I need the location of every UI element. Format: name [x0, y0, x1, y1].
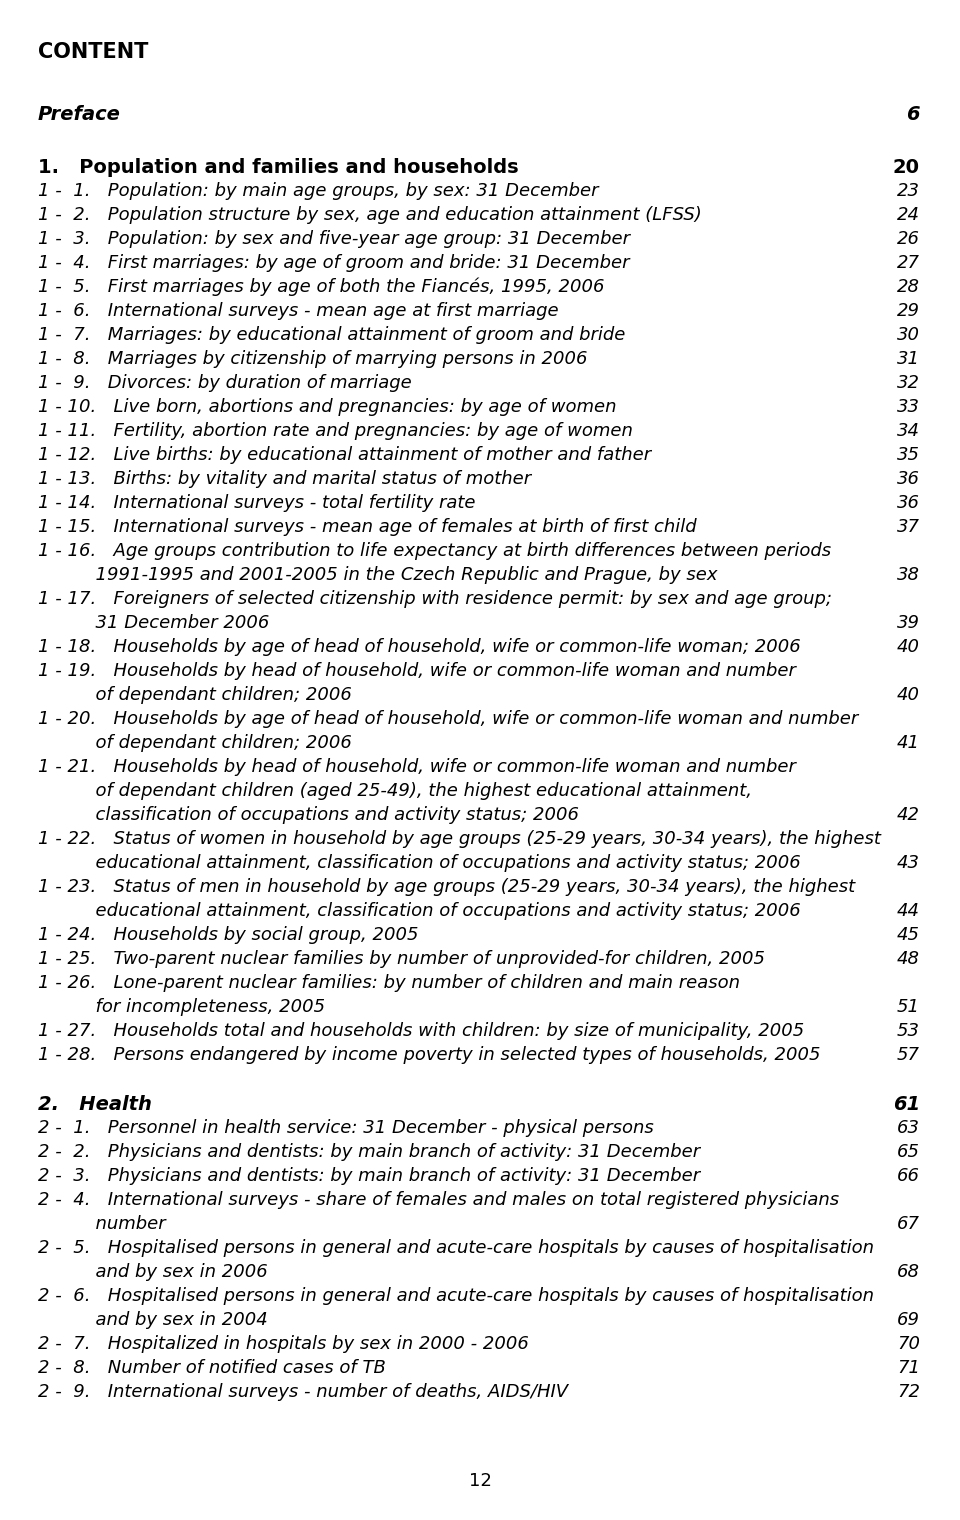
Text: 1 - 23.   Status of men in household by age groups (25-29 years, 30-34 years), t: 1 - 23. Status of men in household by ag… — [38, 877, 855, 895]
Text: 2.   Health: 2. Health — [38, 1094, 152, 1114]
Text: CONTENT: CONTENT — [38, 43, 149, 62]
Text: 1 -  5.   First marriages by age of both the Fiancés, 1995, 2006: 1 - 5. First marriages by age of both th… — [38, 278, 605, 296]
Text: 39: 39 — [897, 614, 920, 632]
Text: 23: 23 — [897, 182, 920, 199]
Text: 1 - 17.   Foreigners of selected citizenship with residence permit: by sex and a: 1 - 17. Foreigners of selected citizensh… — [38, 590, 832, 608]
Text: 1 - 20.   Households by age of head of household, wife or common-life woman and : 1 - 20. Households by age of head of hou… — [38, 710, 858, 728]
Text: 37: 37 — [897, 518, 920, 537]
Text: 42: 42 — [897, 806, 920, 824]
Text: 41: 41 — [897, 734, 920, 752]
Text: 40: 40 — [897, 638, 920, 655]
Text: 1 - 28.   Persons endangered by income poverty in selected types of households, : 1 - 28. Persons endangered by income pov… — [38, 1046, 821, 1064]
Text: 53: 53 — [897, 1021, 920, 1040]
Text: 1 - 19.   Households by head of household, wife or common-life woman and number: 1 - 19. Households by head of household,… — [38, 661, 796, 679]
Text: 1 - 14.   International surveys - total fertility rate: 1 - 14. International surveys - total fe… — [38, 494, 475, 512]
Text: 1 - 26.   Lone-parent nuclear families: by number of children and main reason: 1 - 26. Lone-parent nuclear families: by… — [38, 974, 740, 991]
Text: 71: 71 — [897, 1359, 920, 1377]
Text: 27: 27 — [897, 254, 920, 272]
Text: 1 - 18.   Households by age of head of household, wife or common-life woman; 200: 1 - 18. Households by age of head of hou… — [38, 638, 801, 655]
Text: 1 - 10.   Live born, abortions and pregnancies: by age of women: 1 - 10. Live born, abortions and pregnan… — [38, 398, 616, 416]
Text: 66: 66 — [897, 1167, 920, 1184]
Text: 43: 43 — [897, 854, 920, 872]
Text: 72: 72 — [897, 1383, 920, 1400]
Text: 1 -  3.   Population: by sex and five-year age group: 31 December: 1 - 3. Population: by sex and five-year … — [38, 230, 630, 248]
Text: 1 -  2.   Population structure by sex, age and education attainment (LFSS): 1 - 2. Population structure by sex, age … — [38, 205, 702, 223]
Text: 2 -  5.   Hospitalised persons in general and acute-care hospitals by causes of : 2 - 5. Hospitalised persons in general a… — [38, 1239, 874, 1257]
Text: 1 -  4.   First marriages: by age of groom and bride: 31 December: 1 - 4. First marriages: by age of groom … — [38, 254, 630, 272]
Text: 68: 68 — [897, 1263, 920, 1280]
Text: 1 - 25.   Two-parent nuclear families by number of unprovided-for children, 2005: 1 - 25. Two-parent nuclear families by n… — [38, 950, 765, 968]
Text: 6: 6 — [906, 105, 920, 125]
Text: 38: 38 — [897, 565, 920, 584]
Text: for incompleteness, 2005: for incompleteness, 2005 — [38, 997, 325, 1015]
Text: 1991-1995 and 2001-2005 in the Czech Republic and Prague, by sex: 1991-1995 and 2001-2005 in the Czech Rep… — [38, 565, 717, 584]
Text: 36: 36 — [897, 494, 920, 512]
Text: 65: 65 — [897, 1143, 920, 1161]
Text: 1 - 21.   Households by head of household, wife or common-life woman and number: 1 - 21. Households by head of household,… — [38, 758, 796, 775]
Text: 1 - 24.   Households by social group, 2005: 1 - 24. Households by social group, 2005 — [38, 926, 419, 944]
Text: 57: 57 — [897, 1046, 920, 1064]
Text: 1 -  9.   Divorces: by duration of marriage: 1 - 9. Divorces: by duration of marriage — [38, 374, 412, 392]
Text: 29: 29 — [897, 302, 920, 319]
Text: 1.   Population and families and households: 1. Population and families and household… — [38, 158, 518, 176]
Text: 40: 40 — [897, 686, 920, 704]
Text: 31: 31 — [897, 350, 920, 368]
Text: 61: 61 — [893, 1094, 920, 1114]
Text: 20: 20 — [893, 158, 920, 176]
Text: 2 -  7.   Hospitalized in hospitals by sex in 2000 - 2006: 2 - 7. Hospitalized in hospitals by sex … — [38, 1335, 529, 1353]
Text: 12: 12 — [468, 1471, 492, 1490]
Text: 33: 33 — [897, 398, 920, 416]
Text: 1 - 15.   International surveys - mean age of females at birth of first child: 1 - 15. International surveys - mean age… — [38, 518, 697, 537]
Text: educational attainment, classification of occupations and activity status; 2006: educational attainment, classification o… — [38, 901, 801, 920]
Text: 26: 26 — [897, 230, 920, 248]
Text: 1 - 16.   Age groups contribution to life expectancy at birth differences betwee: 1 - 16. Age groups contribution to life … — [38, 541, 831, 559]
Text: 2 -  3.   Physicians and dentists: by main branch of activity: 31 December: 2 - 3. Physicians and dentists: by main … — [38, 1167, 700, 1184]
Text: 36: 36 — [897, 470, 920, 488]
Text: number: number — [38, 1214, 166, 1233]
Text: 70: 70 — [897, 1335, 920, 1353]
Text: 1 -  1.   Population: by main age groups, by sex: 31 December: 1 - 1. Population: by main age groups, b… — [38, 182, 598, 199]
Text: 35: 35 — [897, 445, 920, 464]
Text: 51: 51 — [897, 997, 920, 1015]
Text: 1 -  6.   International surveys - mean age at first marriage: 1 - 6. International surveys - mean age … — [38, 302, 559, 319]
Text: of dependant children (aged 25-49), the highest educational attainment,: of dependant children (aged 25-49), the … — [38, 781, 752, 800]
Text: Preface: Preface — [38, 105, 121, 125]
Text: 31 December 2006: 31 December 2006 — [38, 614, 270, 632]
Text: classification of occupations and activity status; 2006: classification of occupations and activi… — [38, 806, 579, 824]
Text: and by sex in 2006: and by sex in 2006 — [38, 1263, 268, 1280]
Text: 28: 28 — [897, 278, 920, 296]
Text: 1 - 13.   Births: by vitality and marital status of mother: 1 - 13. Births: by vitality and marital … — [38, 470, 531, 488]
Text: 2 -  2.   Physicians and dentists: by main branch of activity: 31 December: 2 - 2. Physicians and dentists: by main … — [38, 1143, 700, 1161]
Text: 48: 48 — [897, 950, 920, 968]
Text: 2 -  9.   International surveys - number of deaths, AIDS/HIV: 2 - 9. International surveys - number of… — [38, 1383, 568, 1400]
Text: 45: 45 — [897, 926, 920, 944]
Text: 34: 34 — [897, 421, 920, 439]
Text: 1 - 27.   Households total and households with children: by size of municipality: 1 - 27. Households total and households … — [38, 1021, 804, 1040]
Text: 67: 67 — [897, 1214, 920, 1233]
Text: 1 - 22.   Status of women in household by age groups (25-29 years, 30-34 years),: 1 - 22. Status of women in household by … — [38, 830, 881, 848]
Text: 2 -  6.   Hospitalised persons in general and acute-care hospitals by causes of : 2 - 6. Hospitalised persons in general a… — [38, 1286, 874, 1304]
Text: of dependant children; 2006: of dependant children; 2006 — [38, 686, 352, 704]
Text: 2 -  8.   Number of notified cases of TB: 2 - 8. Number of notified cases of TB — [38, 1359, 386, 1377]
Text: 32: 32 — [897, 374, 920, 392]
Text: 44: 44 — [897, 901, 920, 920]
Text: 2 -  4.   International surveys - share of females and males on total registered: 2 - 4. International surveys - share of … — [38, 1190, 839, 1208]
Text: 69: 69 — [897, 1310, 920, 1328]
Text: 2 -  1.   Personnel in health service: 31 December - physical persons: 2 - 1. Personnel in health service: 31 D… — [38, 1119, 654, 1137]
Text: 30: 30 — [897, 325, 920, 344]
Text: of dependant children; 2006: of dependant children; 2006 — [38, 734, 352, 752]
Text: and by sex in 2004: and by sex in 2004 — [38, 1310, 268, 1328]
Text: educational attainment, classification of occupations and activity status; 2006: educational attainment, classification o… — [38, 854, 801, 872]
Text: 24: 24 — [897, 205, 920, 223]
Text: 1 -  8.   Marriages by citizenship of marrying persons in 2006: 1 - 8. Marriages by citizenship of marry… — [38, 350, 588, 368]
Text: 1 - 12.   Live births: by educational attainment of mother and father: 1 - 12. Live births: by educational atta… — [38, 445, 651, 464]
Text: 1 -  7.   Marriages: by educational attainment of groom and bride: 1 - 7. Marriages: by educational attainm… — [38, 325, 625, 344]
Text: 1 - 11.   Fertility, abortion rate and pregnancies: by age of women: 1 - 11. Fertility, abortion rate and pre… — [38, 421, 633, 439]
Text: 63: 63 — [897, 1119, 920, 1137]
